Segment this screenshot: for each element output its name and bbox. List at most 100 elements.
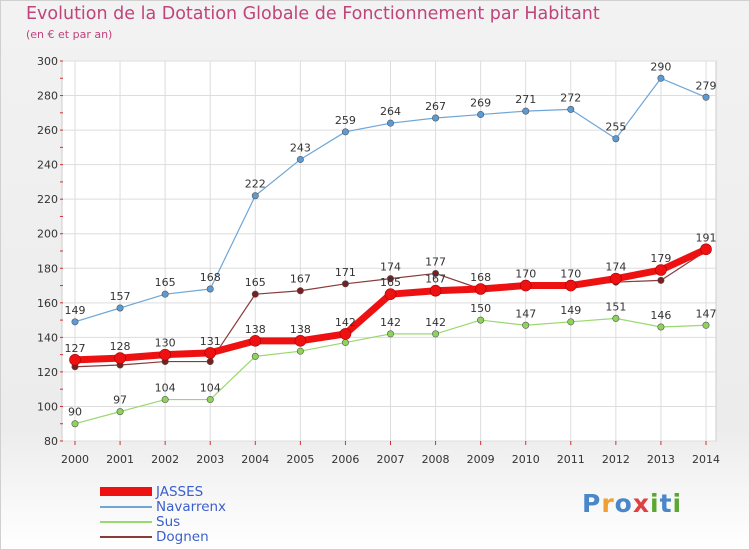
point-navarrenx <box>702 93 710 101</box>
x-tick-label: 2002 <box>151 453 179 466</box>
point-sus <box>386 330 394 338</box>
proxiti-logo: Proxiti <box>582 489 682 518</box>
point-dognen <box>386 275 394 283</box>
data-label-navarrenx: 264 <box>380 105 401 118</box>
point-jasses <box>474 283 487 295</box>
point-jasses <box>159 348 171 361</box>
data-label-navarrenx: 259 <box>335 114 356 127</box>
y-tick-label: 300 <box>37 55 58 68</box>
data-label-sus: 142 <box>425 316 446 329</box>
point-navarrenx <box>386 119 394 127</box>
x-tick-label: 2009 <box>467 453 495 466</box>
data-label-dognen: 167 <box>290 273 311 286</box>
x-tick-label: 2012 <box>602 453 630 466</box>
point-navarrenx <box>567 105 575 113</box>
data-label-jasses: 127 <box>65 342 86 355</box>
legend-swatch-dognen <box>100 535 152 538</box>
legend-swatch-navarrenx <box>100 505 152 508</box>
point-jasses <box>429 284 442 297</box>
point-navarrenx <box>522 107 530 115</box>
data-label-jasses: 138 <box>245 323 266 336</box>
legend-item-navarrenx: Navarrenx <box>100 498 227 515</box>
legend-label-navarrenx: Navarrenx <box>156 498 227 515</box>
y-tick-label: 160 <box>37 297 58 310</box>
point-dognen <box>296 287 304 295</box>
logo-letter: P <box>582 489 602 518</box>
x-tick-label: 2003 <box>196 453 224 466</box>
data-label-sus: 104 <box>200 382 221 395</box>
legend-item-dognen: Dognen <box>100 529 226 545</box>
point-navarrenx <box>296 155 304 163</box>
data-label-sus: 142 <box>380 316 401 329</box>
data-label-sus: 146 <box>650 309 671 322</box>
y-tick-label: 260 <box>37 124 58 137</box>
point-dognen <box>206 358 214 366</box>
point-sus <box>567 318 575 326</box>
point-sus <box>161 396 169 404</box>
x-tick-label: 2001 <box>106 453 134 466</box>
point-sus <box>341 339 349 347</box>
x-tick-label: 2007 <box>377 453 405 466</box>
logo-letter: i <box>650 489 660 518</box>
point-sus <box>116 408 124 416</box>
data-label-navarrenx: 149 <box>65 304 86 317</box>
point-jasses <box>610 272 622 285</box>
point-jasses <box>339 328 352 340</box>
data-label-navarrenx: 255 <box>605 121 626 134</box>
data-label-jasses: 130 <box>155 337 176 350</box>
data-label-jasses: 191 <box>696 231 717 244</box>
data-label-jasses: 174 <box>605 261 626 274</box>
x-tick-label: 2000 <box>61 453 89 466</box>
data-label-navarrenx: 165 <box>155 276 176 289</box>
point-navarrenx <box>116 304 124 312</box>
x-tick-label: 2014 <box>692 453 720 466</box>
x-tick-label: 2013 <box>647 453 675 466</box>
point-sus <box>522 321 530 329</box>
point-jasses <box>564 279 577 292</box>
y-tick-label: 280 <box>37 90 58 103</box>
legend-swatch-jasses <box>100 487 152 496</box>
legend-label-sus: Sus <box>156 513 181 530</box>
point-sus <box>206 396 214 404</box>
data-label-jasses: 170 <box>560 268 581 281</box>
data-label-navarrenx: 157 <box>110 290 131 303</box>
data-label-dognen: 171 <box>335 266 356 279</box>
point-sus <box>296 347 304 355</box>
data-label-jasses: 179 <box>650 252 671 265</box>
data-label-jasses: 167 <box>425 273 446 286</box>
data-label-navarrenx: 290 <box>650 60 671 73</box>
chart-title: Evolution de la Dotation Globale de Fonc… <box>26 4 600 24</box>
y-tick-label: 100 <box>37 400 58 413</box>
x-tick-label: 2010 <box>512 453 540 466</box>
x-tick-label: 2004 <box>241 453 269 466</box>
legend-label-jasses: JASSES <box>156 483 204 500</box>
data-label-jasses: 165 <box>380 276 401 289</box>
point-sus <box>251 352 259 360</box>
data-label-sus: 151 <box>605 300 626 313</box>
point-sus <box>702 321 710 329</box>
logo-letter: i <box>672 489 683 518</box>
point-navarrenx <box>657 74 665 82</box>
legend-item-jasses: JASSES <box>100 483 226 500</box>
point-jasses <box>294 335 307 347</box>
point-dognen <box>341 280 349 288</box>
data-label-sus: 150 <box>470 302 491 315</box>
data-label-navarrenx: 269 <box>470 97 491 110</box>
point-jasses <box>249 335 262 347</box>
y-tick-label: 200 <box>37 228 58 241</box>
data-label-sus: 147 <box>696 307 717 320</box>
point-sus <box>477 316 485 324</box>
data-label-navarrenx: 271 <box>515 93 536 106</box>
legend-swatch-sus <box>100 520 152 523</box>
chart-subtitle: (en € et par an) <box>26 28 113 41</box>
point-navarrenx <box>206 285 214 293</box>
point-sus <box>657 323 665 331</box>
y-tick-label: 140 <box>37 331 58 344</box>
data-label-jasses: 168 <box>470 271 491 284</box>
data-label-dognen: 174 <box>380 261 401 274</box>
point-jasses <box>384 288 397 300</box>
point-jasses <box>69 354 81 366</box>
point-navarrenx <box>612 135 620 143</box>
data-label-dognen: 165 <box>245 276 266 289</box>
point-navarrenx <box>71 318 79 326</box>
